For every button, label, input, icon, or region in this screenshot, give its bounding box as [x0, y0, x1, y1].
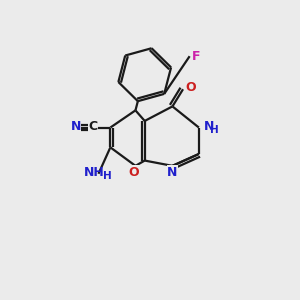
Text: N: N [167, 166, 178, 179]
Text: H: H [103, 171, 112, 181]
Text: H: H [210, 125, 219, 135]
Text: O: O [129, 166, 139, 179]
Text: O: O [185, 81, 196, 94]
Text: C: C [88, 120, 98, 133]
Text: NH: NH [84, 166, 104, 179]
Text: F: F [192, 50, 200, 63]
Text: N: N [204, 120, 214, 133]
Text: N: N [71, 120, 81, 133]
